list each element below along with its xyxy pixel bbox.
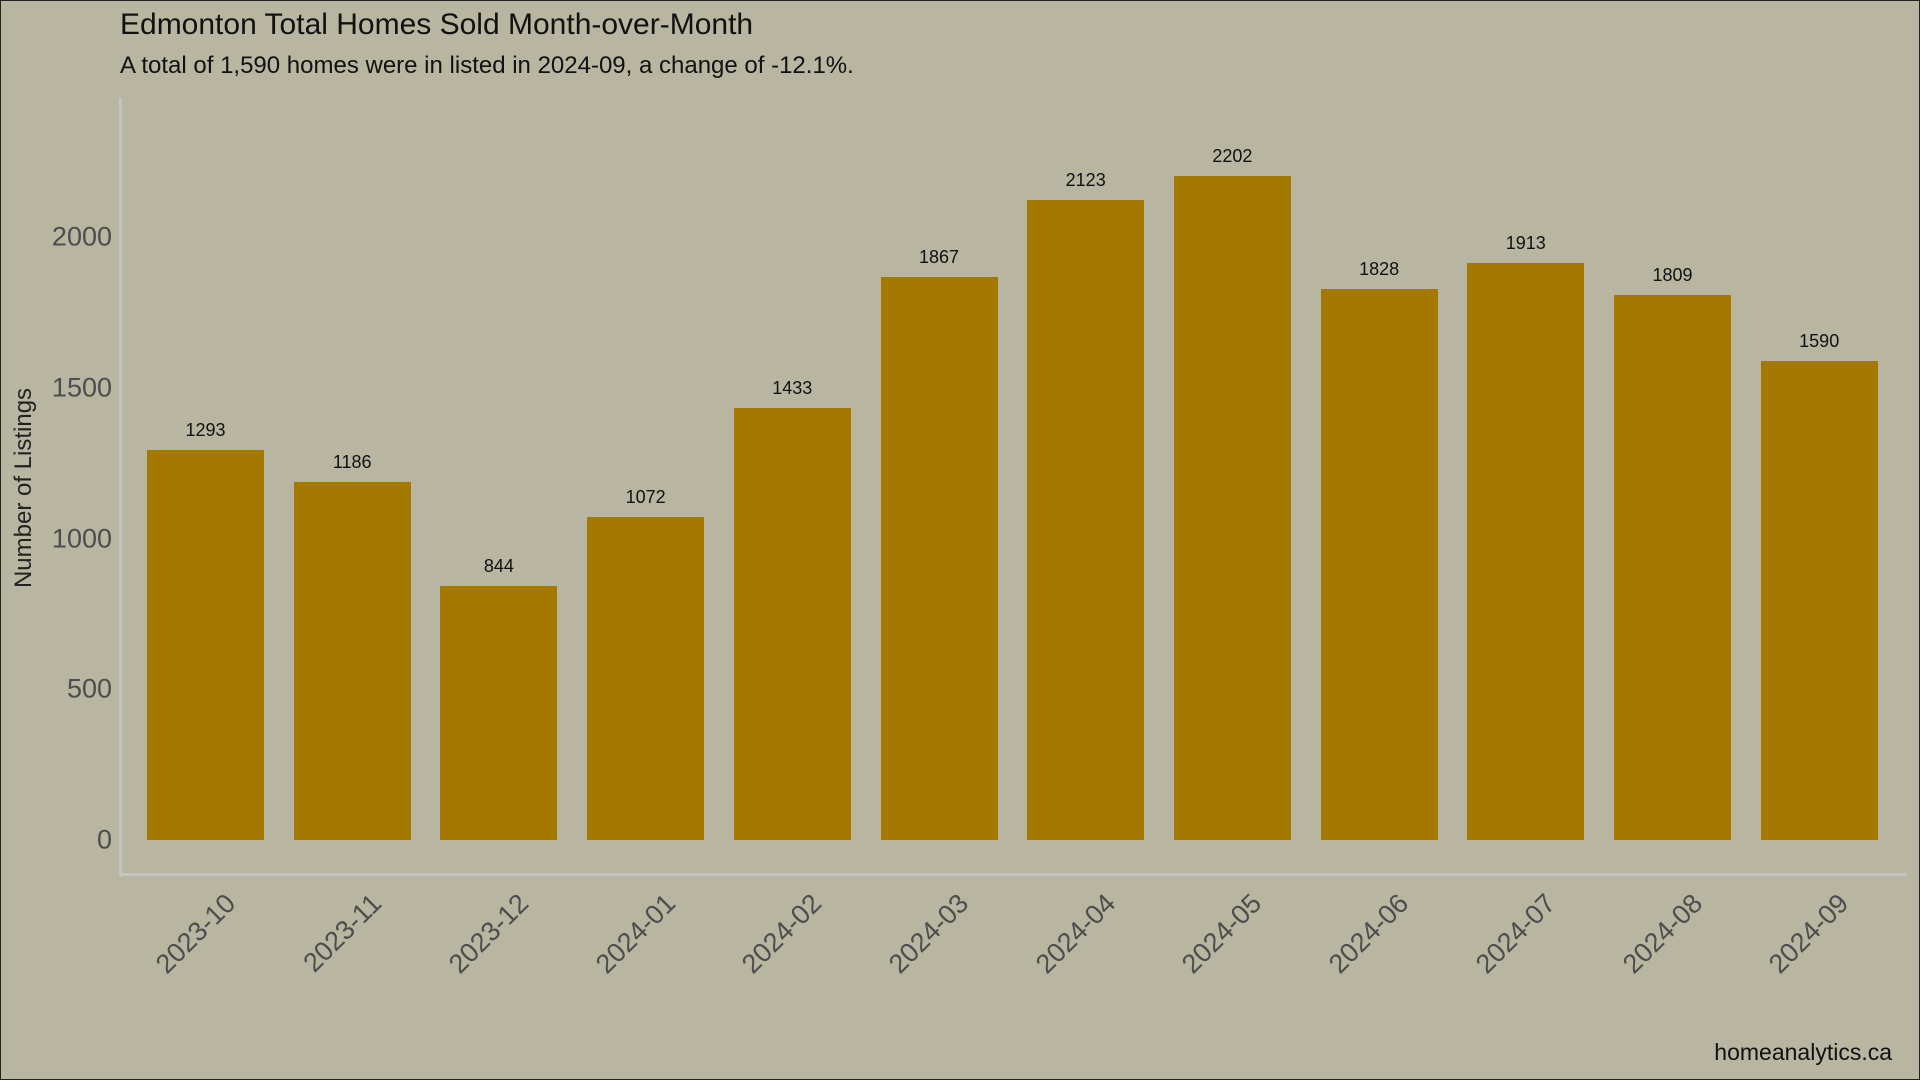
bar	[1320, 288, 1438, 840]
y-tick-label: 2000	[51, 221, 112, 252]
bar-value-label: 2202	[1212, 146, 1253, 167]
bar-value-label: 1913	[1505, 233, 1546, 254]
y-axis-title: Number of Listings	[10, 387, 37, 589]
y-axis-line	[119, 98, 122, 877]
bar	[1467, 263, 1585, 840]
bar	[880, 277, 998, 840]
x-axis-line	[119, 873, 1906, 876]
bar-value-label: 1809	[1652, 264, 1693, 285]
y-tick-label: 1500	[51, 372, 112, 403]
bar-value-label: 1186	[332, 452, 372, 473]
bar	[1027, 199, 1145, 840]
chart-title: Edmonton Total Homes Sold Month-over-Mon…	[120, 8, 754, 41]
y-tick-label: 1000	[51, 523, 112, 553]
y-tick-label: 0	[96, 824, 112, 855]
bar-value-label: 1293	[185, 420, 226, 441]
bar	[1760, 360, 1878, 840]
bar	[147, 450, 264, 840]
bar	[1173, 176, 1291, 840]
bar-value-label: 1590	[1799, 330, 1840, 351]
chart-subtitle: A total of 1,590 homes were in listed in…	[120, 52, 854, 79]
bar	[733, 407, 851, 840]
bar	[293, 482, 411, 840]
source-caption: homeanalytics.ca	[1714, 1039, 1892, 1065]
bar	[587, 516, 705, 840]
bar-value-label: 1433	[772, 377, 813, 398]
bar-value-label: 1072	[625, 486, 666, 507]
bar	[1614, 294, 1731, 840]
bar-value-label: 1867	[918, 247, 960, 268]
bar-value-label: 844	[483, 555, 514, 576]
bar	[440, 585, 558, 840]
bar-value-label: 1828	[1359, 258, 1400, 279]
bar-value-label: 2123	[1065, 169, 1106, 190]
y-tick-label: 500	[66, 673, 112, 704]
